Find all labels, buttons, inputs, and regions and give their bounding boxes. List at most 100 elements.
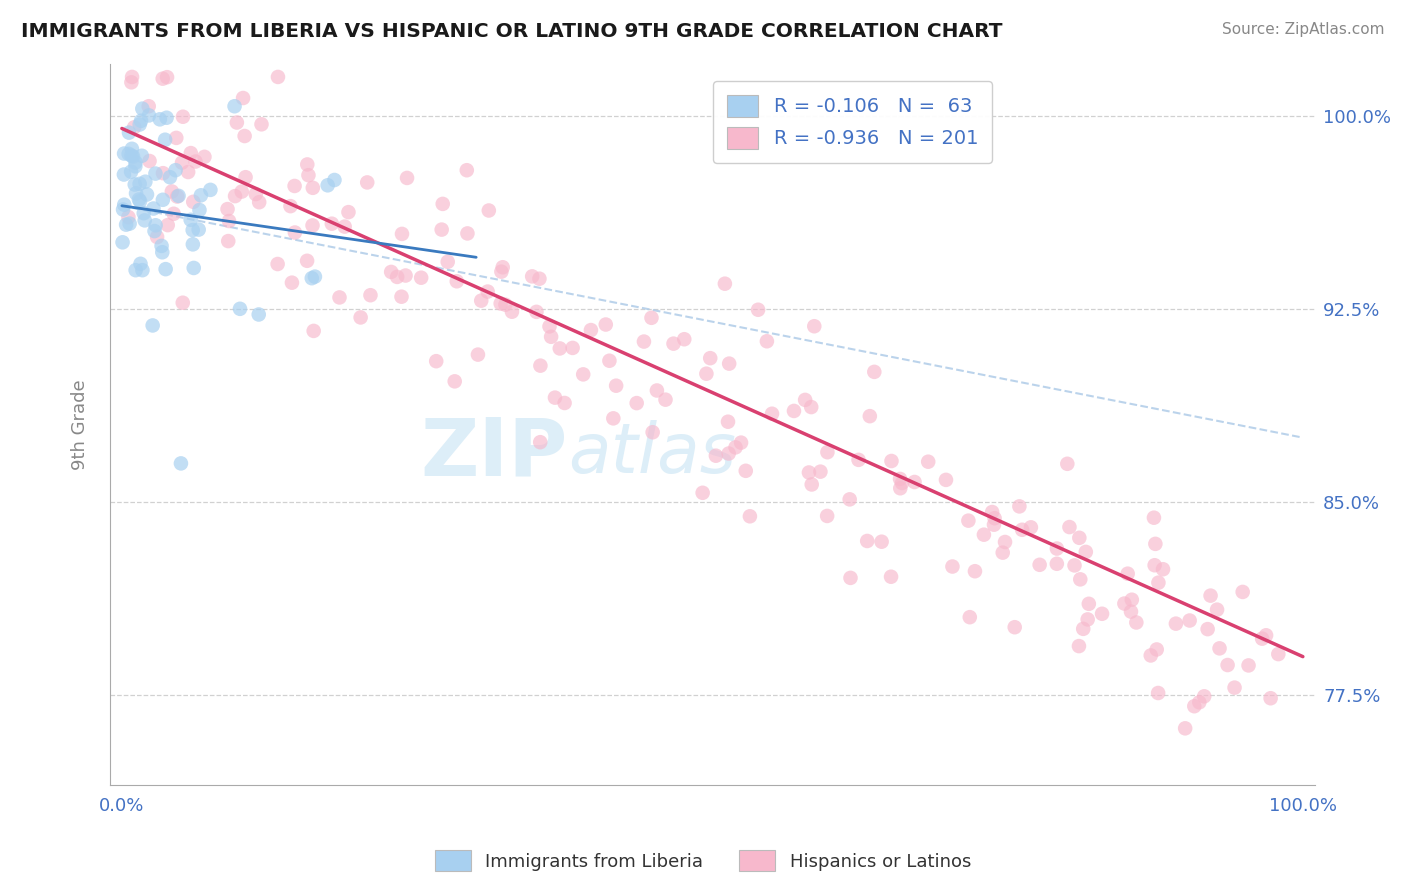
- Point: [430, 222, 453, 236]
- Point: [380, 265, 402, 279]
- Point: [800, 400, 823, 414]
- Point: [839, 571, 862, 585]
- Point: [730, 435, 752, 450]
- Point: [142, 318, 165, 333]
- Point: [446, 274, 468, 288]
- Point: [159, 170, 181, 185]
- Point: [284, 226, 307, 240]
- Point: [217, 234, 239, 248]
- Point: [1197, 622, 1219, 636]
- Point: [181, 223, 204, 237]
- Point: [150, 239, 173, 253]
- Point: [959, 610, 981, 624]
- Point: [1237, 658, 1260, 673]
- Point: [247, 195, 270, 210]
- Point: [654, 392, 676, 407]
- Point: [1059, 520, 1081, 534]
- Point: [112, 197, 135, 211]
- Point: [579, 323, 602, 337]
- Point: [1164, 616, 1187, 631]
- Point: [963, 564, 986, 578]
- Point: [456, 163, 478, 178]
- Point: [1119, 605, 1142, 619]
- Point: [1125, 615, 1147, 630]
- Point: [1074, 545, 1097, 559]
- Point: [218, 214, 240, 228]
- Point: [815, 508, 838, 523]
- Point: [177, 165, 200, 179]
- Point: [172, 110, 194, 124]
- Point: [316, 178, 339, 193]
- Point: [156, 218, 179, 232]
- Point: [941, 559, 963, 574]
- Point: [1028, 558, 1050, 572]
- Point: [489, 296, 512, 310]
- Point: [501, 304, 523, 318]
- Legend: R = -0.106   N =  63, R = -0.936   N = 201: R = -0.106 N = 63, R = -0.936 N = 201: [713, 81, 991, 163]
- Point: [302, 324, 325, 338]
- Point: [155, 262, 177, 277]
- Point: [544, 391, 567, 405]
- Point: [229, 301, 252, 316]
- Point: [170, 457, 193, 471]
- Point: [138, 154, 160, 169]
- Point: [356, 176, 378, 190]
- Point: [1069, 531, 1091, 545]
- Point: [132, 206, 155, 220]
- Point: [1116, 566, 1139, 581]
- Point: [180, 212, 202, 227]
- Point: [112, 146, 135, 161]
- Point: [163, 207, 186, 221]
- Point: [747, 302, 769, 317]
- Point: [172, 295, 194, 310]
- Legend: Immigrants from Liberia, Hispanics or Latinos: Immigrants from Liberia, Hispanics or La…: [427, 843, 979, 879]
- Point: [856, 533, 879, 548]
- Point: [235, 170, 257, 185]
- Point: [1004, 620, 1026, 634]
- Point: [572, 368, 595, 382]
- Point: [1063, 558, 1085, 573]
- Point: [640, 310, 662, 325]
- Point: [1188, 695, 1211, 709]
- Point: [181, 237, 204, 252]
- Point: [280, 199, 302, 213]
- Point: [1206, 602, 1229, 616]
- Point: [491, 265, 513, 279]
- Point: [470, 293, 492, 308]
- Point: [957, 514, 980, 528]
- Point: [193, 150, 215, 164]
- Point: [297, 157, 319, 171]
- Point: [1267, 647, 1289, 661]
- Point: [225, 115, 247, 129]
- Point: [810, 465, 832, 479]
- Point: [155, 111, 177, 125]
- Point: [605, 378, 627, 392]
- Point: [1011, 523, 1033, 537]
- Point: [724, 441, 747, 455]
- Point: [129, 113, 152, 128]
- Point: [540, 330, 562, 344]
- Point: [301, 181, 323, 195]
- Point: [134, 213, 156, 227]
- Point: [889, 472, 911, 486]
- Point: [284, 178, 307, 193]
- Point: [281, 276, 304, 290]
- Point: [129, 257, 152, 271]
- Point: [645, 384, 668, 398]
- Point: [111, 235, 134, 250]
- Point: [170, 155, 193, 169]
- Point: [166, 189, 188, 203]
- Point: [1056, 457, 1078, 471]
- Point: [1121, 592, 1143, 607]
- Point: [165, 163, 187, 178]
- Point: [1071, 622, 1094, 636]
- Point: [152, 71, 174, 86]
- Point: [301, 271, 323, 285]
- Point: [718, 357, 741, 371]
- Point: [118, 217, 141, 231]
- Point: [297, 168, 319, 182]
- Point: [1077, 612, 1099, 626]
- Point: [1046, 557, 1069, 571]
- Point: [128, 118, 150, 132]
- Point: [815, 445, 838, 459]
